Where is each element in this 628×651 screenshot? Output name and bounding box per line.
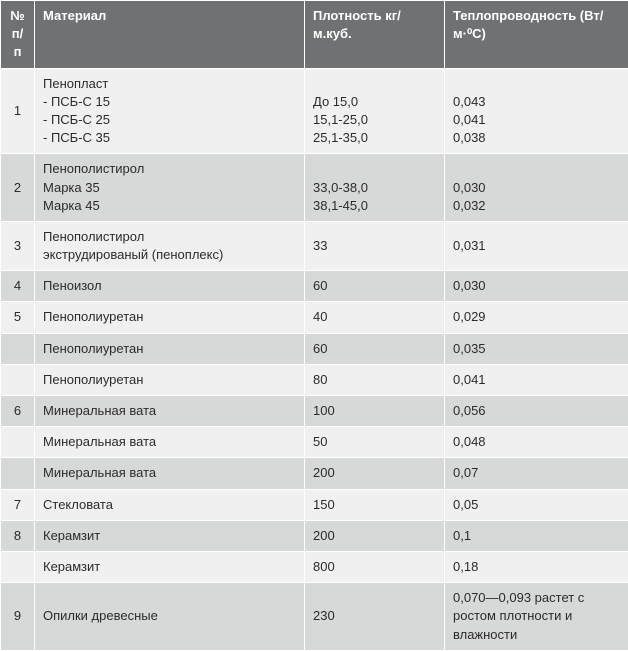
table-row: 2ПенополистиролМарка 35Марка 45 33,0-38,… [1, 154, 628, 222]
header-conductivity: Теплопроводность (Вт/м·⁰С) [445, 1, 628, 69]
table-row: 1Пенопласт- ПСБ-С 15- ПСБ-С 25- ПСБ-С 35… [1, 68, 628, 154]
header-density: Плотность кг/м.куб. [305, 1, 445, 69]
cell-material: Пенополистиролэкструдированый (пеноплекс… [35, 221, 305, 270]
cell-conductivity: 0,029 [445, 302, 628, 333]
cell-number [1, 364, 35, 395]
cell-material: Стекловата [35, 489, 305, 520]
cell-density: 50 [305, 427, 445, 458]
cell-conductivity: 0,07 [445, 458, 628, 489]
cell-conductivity: 0,030 [445, 271, 628, 302]
cell-conductivity: 0,048 [445, 427, 628, 458]
cell-conductivity: 0,031 [445, 221, 628, 270]
cell-number: 6 [1, 396, 35, 427]
header-number: № п/п [1, 1, 35, 69]
header-material: Материал [35, 1, 305, 69]
cell-material: Пенополиуретан [35, 364, 305, 395]
table-row: 7Стекловата1500,05 [1, 489, 628, 520]
cell-conductivity: 0,041 [445, 364, 628, 395]
cell-density: 60 [305, 271, 445, 302]
table-row: 9Опилки древесные2300,070—0,093 растет с… [1, 583, 628, 651]
cell-material: Опилки древесные [35, 583, 305, 651]
cell-number [1, 551, 35, 582]
cell-density: 200 [305, 520, 445, 551]
table-row: 6Минеральная вата1000,056 [1, 396, 628, 427]
cell-number [1, 333, 35, 364]
table-row: Керамзит8000,18 [1, 551, 628, 582]
table-row: 3Пенополистиролэкструдированый (пеноплек… [1, 221, 628, 270]
cell-number: 1 [1, 68, 35, 154]
table-row: Пенополиуретан800,041 [1, 364, 628, 395]
cell-material: Минеральная вата [35, 458, 305, 489]
materials-table: № п/п Материал Плотность кг/м.куб. Тепло… [0, 0, 628, 651]
cell-density: 60 [305, 333, 445, 364]
cell-number: 8 [1, 520, 35, 551]
cell-density: 33,0-38,038,1-45,0 [305, 154, 445, 222]
table-row: 4Пеноизол600,030 [1, 271, 628, 302]
cell-material: Керамзит [35, 551, 305, 582]
table-row: 5Пенополиуретан400,029 [1, 302, 628, 333]
cell-number: 3 [1, 221, 35, 270]
cell-number [1, 458, 35, 489]
cell-conductivity: 0,05 [445, 489, 628, 520]
cell-density: 800 [305, 551, 445, 582]
cell-number [1, 427, 35, 458]
cell-material: Минеральная вата [35, 427, 305, 458]
cell-conductivity: 0,1 [445, 520, 628, 551]
cell-density: До 15,015,1-25,025,1-35,0 [305, 68, 445, 154]
cell-number: 9 [1, 583, 35, 651]
table-row: Минеральная вата500,048 [1, 427, 628, 458]
table-row: Минеральная вата2000,07 [1, 458, 628, 489]
cell-material: Керамзит [35, 520, 305, 551]
table-row: 8Керамзит2000,1 [1, 520, 628, 551]
cell-conductivity: 0,070—0,093 растет с ростом плотности и … [445, 583, 628, 651]
cell-conductivity: 0,035 [445, 333, 628, 364]
cell-material: Пенополиуретан [35, 333, 305, 364]
cell-material: Пенополиуретан [35, 302, 305, 333]
cell-material: Минеральная вата [35, 396, 305, 427]
cell-number: 7 [1, 489, 35, 520]
table-header: № п/п Материал Плотность кг/м.куб. Тепло… [1, 1, 628, 69]
cell-material: Пеноизол [35, 271, 305, 302]
cell-conductivity: 0,056 [445, 396, 628, 427]
cell-conductivity: 0,18 [445, 551, 628, 582]
cell-material: Пенопласт- ПСБ-С 15- ПСБ-С 25- ПСБ-С 35 [35, 68, 305, 154]
table-row: Пенополиуретан600,035 [1, 333, 628, 364]
table-container: № п/п Материал Плотность кг/м.куб. Тепло… [0, 0, 628, 651]
cell-density: 150 [305, 489, 445, 520]
cell-density: 80 [305, 364, 445, 395]
cell-density: 40 [305, 302, 445, 333]
cell-number: 5 [1, 302, 35, 333]
cell-number: 2 [1, 154, 35, 222]
cell-density: 230 [305, 583, 445, 651]
table-body: 1Пенопласт- ПСБ-С 15- ПСБ-С 25- ПСБ-С 35… [1, 68, 628, 650]
cell-conductivity: 0,0430,0410,038 [445, 68, 628, 154]
cell-conductivity: 0,0300,032 [445, 154, 628, 222]
cell-density: 200 [305, 458, 445, 489]
cell-number: 4 [1, 271, 35, 302]
cell-density: 33 [305, 221, 445, 270]
cell-density: 100 [305, 396, 445, 427]
cell-material: ПенополистиролМарка 35Марка 45 [35, 154, 305, 222]
